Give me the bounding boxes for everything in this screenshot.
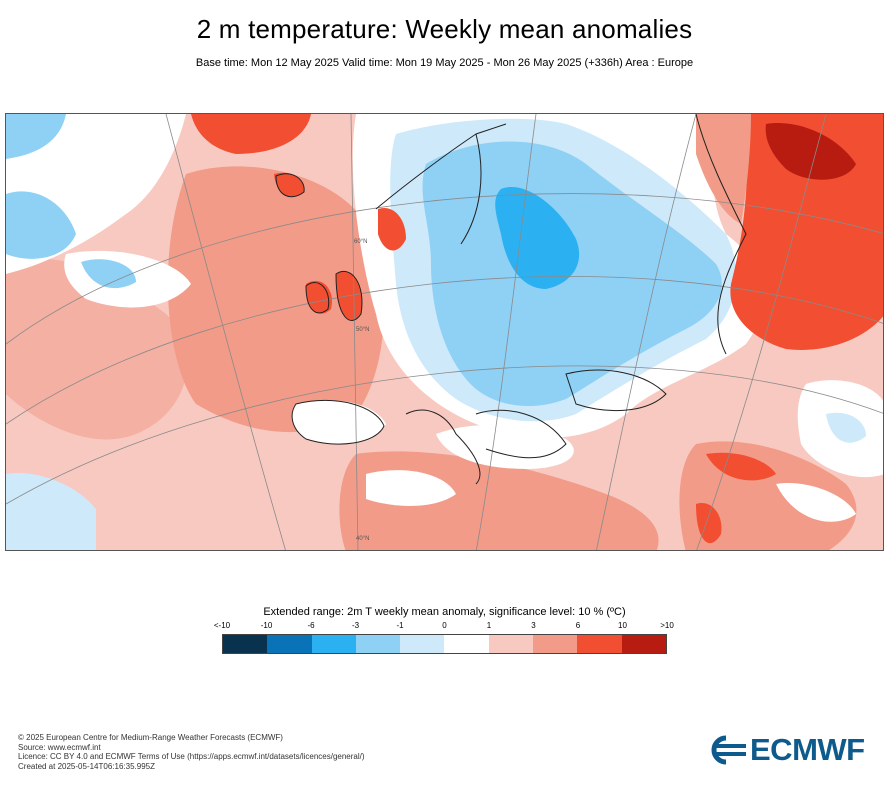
legend-swatch-4 xyxy=(400,635,445,653)
graticule-label-50n: 50°N xyxy=(356,327,369,333)
legend-label-7: 3 xyxy=(531,621,536,630)
iceland-warm xyxy=(274,172,305,197)
north-africa-neutral xyxy=(366,470,456,506)
ecmwf-logo-icon xyxy=(711,735,746,765)
atlantic-warm-area xyxy=(167,166,385,433)
legend-swatch-7 xyxy=(533,635,578,653)
legend-swatch-5 xyxy=(444,635,489,653)
footer-credits: © 2025 European Centre for Medium-Range … xyxy=(18,733,365,771)
ecmwf-logo[interactable]: ECMWF xyxy=(706,732,865,767)
iberia-neutral xyxy=(292,400,386,444)
greenland-cool xyxy=(6,191,76,259)
legend-swatch-3 xyxy=(355,635,401,653)
russia-warm-mid xyxy=(696,114,751,224)
middle-east-warm-strong xyxy=(706,452,776,481)
legend-swatch-9 xyxy=(621,635,666,653)
legend-label-4: -1 xyxy=(396,621,404,630)
mediterranean-neutral xyxy=(436,424,574,469)
iceland-north-warm xyxy=(191,114,311,154)
norway-warm xyxy=(378,208,406,251)
legend-label-8: 6 xyxy=(575,621,581,630)
chart-title: 2 m temperature: Weekly mean anomalies xyxy=(196,14,693,44)
legend-label-0: <-10 xyxy=(213,621,231,630)
legend-swatch-8 xyxy=(577,635,622,653)
graticule-label-60n: 60°N xyxy=(354,239,367,245)
chart-subtitle: Base time: Mon 12 May 2025 Valid time: M… xyxy=(195,57,694,69)
legend-label-10: >10 xyxy=(660,621,674,630)
legend-label-6: 1 xyxy=(486,621,492,630)
ecmwf-logo-text: ECMWF xyxy=(750,732,865,767)
footer-created: Created at 2025-05-14T06:16:35.995Z xyxy=(18,761,155,771)
mid-atlantic-cool xyxy=(81,259,136,289)
legend-label-1: -10 xyxy=(260,621,273,630)
legend-label-3: -3 xyxy=(351,621,360,630)
legend-swatch-0 xyxy=(223,635,268,653)
legend-colorbar xyxy=(222,634,667,654)
graticule-label-40n: 40°N xyxy=(356,536,369,542)
legend-title: Extended range: 2m T weekly mean anomaly… xyxy=(263,606,626,618)
legend-label-9: 10 xyxy=(618,621,627,630)
legend-swatch-1 xyxy=(267,635,312,653)
caspian-cool xyxy=(826,412,866,443)
legend-label-2: -6 xyxy=(307,621,315,630)
footer-source: Source: www.ecmwf.int xyxy=(18,742,101,752)
legend-label-5: 0 xyxy=(442,621,447,630)
coastlines xyxy=(275,114,747,485)
southwest-cool xyxy=(6,473,96,550)
footer-copyright: © 2025 European Centre for Medium-Range … xyxy=(18,733,283,742)
map-svg: 60°N 50°N 40°N xyxy=(6,114,883,550)
legend-swatch-6 xyxy=(488,635,534,653)
legend-labels: <-10 -10 -6 -3 -1 0 1 3 6 10 >10 xyxy=(214,621,674,633)
scandinavia-cool-strong xyxy=(495,187,580,289)
arabia-neutral xyxy=(776,483,856,522)
footer-licence: Licence: CC BY 4.0 and ECMWF Terms of Us… xyxy=(18,752,365,761)
legend-swatch-2 xyxy=(311,635,356,653)
graticule xyxy=(6,114,883,550)
greenland-cool-2 xyxy=(6,114,66,159)
anomaly-map: 60°N 50°N 40°N xyxy=(5,113,884,551)
russia-warm-strong xyxy=(765,123,856,180)
